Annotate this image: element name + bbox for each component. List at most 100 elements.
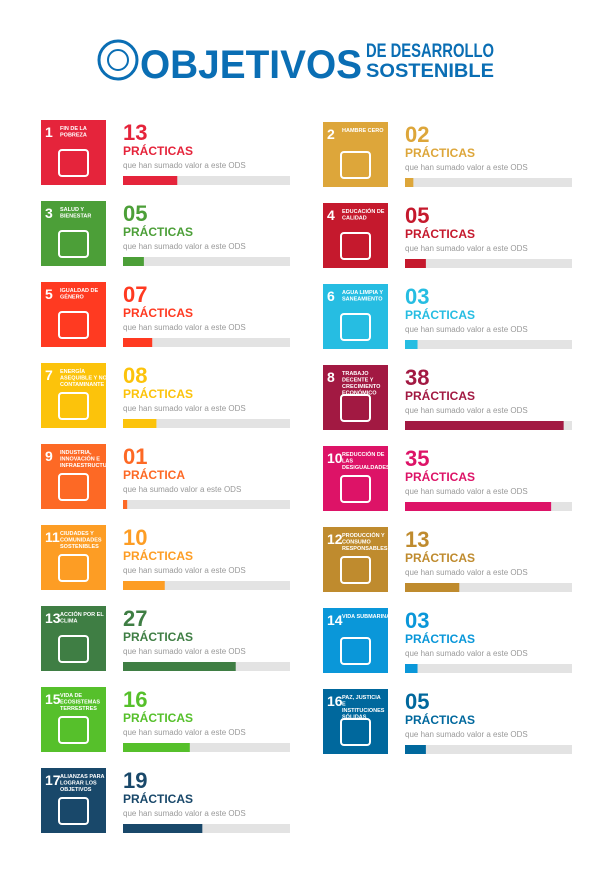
- sdg-icon: [323, 203, 388, 268]
- sdg-icon: [323, 446, 388, 511]
- sdg-title: AGUA LIMPIA Y SANEAMIENTO: [342, 290, 383, 303]
- subtitle: DE DESARROLLO: [366, 41, 494, 62]
- bar: [123, 419, 157, 428]
- count: 05: [123, 201, 147, 226]
- count: 08: [123, 363, 147, 388]
- sdg-title: ENERGÍA ASEQUIBLE Y NO CONTAMINANTE: [60, 367, 108, 388]
- sdg-icon: [41, 282, 106, 347]
- bar: [123, 176, 178, 185]
- sdg-icon: [41, 768, 106, 833]
- sdg-icon: [323, 689, 388, 754]
- unit: PRÁCTICAS: [123, 629, 193, 644]
- unit: PRÁCTICAS: [123, 305, 193, 320]
- sdg-title: SALUD Y BIENESTAR: [60, 207, 91, 220]
- sdg-icon: [41, 363, 106, 428]
- sdg-icon: [323, 608, 388, 673]
- bar: [405, 178, 414, 187]
- sdg-item: 9 INDUSTRIA, INNOVACIÓN E INFRAESTRUCTURA 01…: [41, 444, 290, 509]
- note: que han sumado valor a este ODS: [405, 325, 528, 334]
- sdg-pictogram: [58, 473, 89, 501]
- sdg-title: REDUCCIÓN DE LAS DESIGUALDADES: [342, 450, 390, 471]
- sdg-item: 17 ALIANZAS PARA LOGRAR LOS OBJETIVOS 19PRÁC…: [41, 768, 290, 833]
- bar: [405, 583, 460, 592]
- unit: PRÁCTICAS: [405, 469, 475, 484]
- bar: [123, 662, 236, 671]
- sdg-title: ACCIÓN POR EL CLIMA: [60, 610, 104, 625]
- bar-track: [123, 257, 290, 266]
- sdg-pictogram: [340, 718, 371, 746]
- sdg-icon: [323, 527, 388, 592]
- count: 05: [405, 203, 429, 228]
- bar: [123, 581, 165, 590]
- sdg-icon: [323, 365, 388, 430]
- note: que han sumado valor a este ODS: [123, 647, 246, 656]
- sdg-number: 4: [327, 207, 335, 223]
- note: que han sumado valor a este ODS: [405, 406, 528, 415]
- bar-track: [123, 419, 290, 428]
- bar-track: [405, 259, 572, 268]
- unit: PRÁCTICAS: [405, 307, 475, 322]
- sdg-pictogram: [58, 716, 89, 744]
- bar: [123, 500, 128, 509]
- sdg-pictogram: [58, 635, 89, 663]
- sdg-title: EDUCACIÓN DE CALIDAD: [342, 207, 385, 222]
- bar: [405, 745, 426, 754]
- sdg-icon: [41, 201, 106, 266]
- sdg-number: 12: [327, 531, 343, 547]
- sdg-number: 5: [45, 286, 53, 302]
- sdg-icon: [323, 122, 388, 187]
- bar-track: [123, 338, 290, 347]
- bar: [405, 259, 426, 268]
- sdg-pictogram: [340, 637, 371, 665]
- sdg-title: FIN DE LA POBREZA: [60, 126, 87, 139]
- sdg-number: 7: [45, 367, 53, 383]
- sdg-item: 15 VIDA DE ECOSISTEMAS TERRESTRES 16PRÁCTICA…: [41, 687, 290, 752]
- count: 07: [123, 282, 147, 307]
- bar: [405, 502, 552, 511]
- bar-track: [123, 824, 290, 833]
- note: que han sumado valor a este ODS: [123, 728, 246, 737]
- sdg-icon: [41, 606, 106, 671]
- unit: PRÁCTICAS: [123, 710, 193, 725]
- sdg-number: 15: [45, 691, 61, 707]
- note: que han sumado valor a este ODS: [405, 163, 528, 172]
- sdg-title: VIDA DE ECOSISTEMAS TERRESTRES: [60, 693, 100, 712]
- sdg-pictogram: [58, 392, 89, 420]
- bar-track: [405, 178, 572, 187]
- count: 16: [123, 687, 147, 712]
- sdg-title: IGUALDAD DE GÉNERO: [60, 288, 99, 301]
- unit: PRÁCTICA: [123, 467, 185, 482]
- note: que han sumado valor a este ODS: [123, 404, 246, 413]
- sdg-item: 11 CIUDADES Y COMUNIDADES SOSTENIBLES 10PRÁC…: [41, 525, 290, 590]
- sdg-icon: [41, 120, 106, 185]
- sdg-item: 12 PRODUCCIÓN Y CONSUMO RESPONSABLES 13PRÁCT…: [323, 527, 572, 592]
- sdg-number: 2: [327, 126, 335, 142]
- count: 03: [405, 608, 429, 633]
- sdg-pictogram: [340, 394, 371, 422]
- sdg-number: 16: [327, 693, 343, 709]
- count: 35: [405, 446, 429, 471]
- unit: PRÁCTICAS: [123, 791, 193, 806]
- sdg-number: 8: [327, 369, 335, 385]
- sdg-number: 17: [45, 772, 61, 788]
- note: que han sumado valor a este ODS: [405, 568, 528, 577]
- bar-track: [405, 664, 572, 673]
- note: que han sumado valor a este ODS: [405, 649, 528, 658]
- sdg-number: 9: [45, 448, 53, 464]
- unit: PRÁCTICAS: [123, 548, 193, 563]
- count: 01: [123, 444, 147, 469]
- sdg-title: HAMBRE CERO: [342, 128, 384, 134]
- count: 13: [123, 120, 147, 145]
- unit: PRÁCTICAS: [405, 631, 475, 646]
- title: OBJETIVOS: [140, 43, 362, 87]
- sdg-title: PAZ, JUSTICIA E INSTITUCIONES SÓLIDAS: [342, 695, 385, 721]
- subtitle: SOSTENIBLE: [366, 61, 494, 82]
- sdg-pictogram: [340, 151, 371, 179]
- unit: PRÁCTICAS: [405, 226, 475, 241]
